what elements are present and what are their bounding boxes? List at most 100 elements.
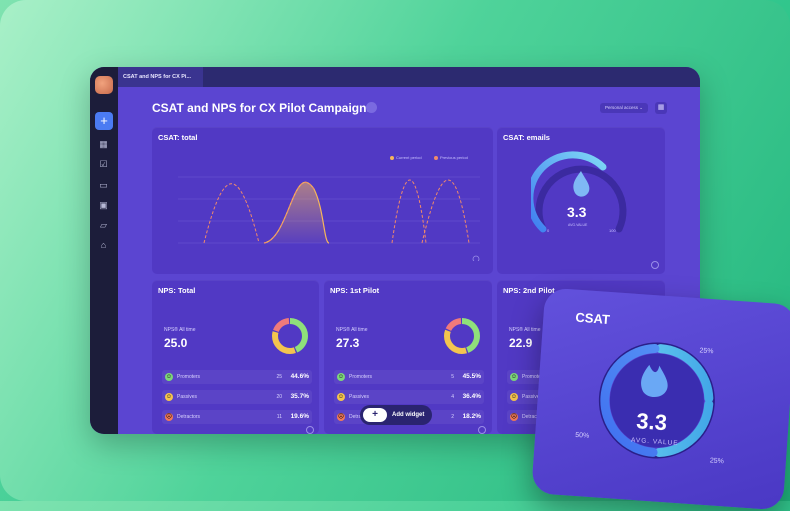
add-button[interactable]: + [95,112,113,130]
passive-face-icon: ☺ [165,393,173,401]
row-promoters: ☺ Promoters 25 44.6% [162,370,312,384]
gauge-fill [531,151,607,233]
row-pct: 19.6% [290,413,309,420]
promoter-face-icon: ☺ [165,373,173,381]
nps-card: NPS: 1st Pilot NPS® All time 27.3 ☺ Prom… [324,280,492,434]
csat-total-title: CSAT: total [158,133,198,142]
row-detractors: ☹ Detractors 11 19.6% [162,410,312,424]
legend-previous: Previous period [434,155,468,160]
trash-icon[interactable]: ⌂ [100,240,107,250]
nps-card-title: NPS: 1st Pilot [330,286,380,295]
float-csat-value: 3.3 [635,408,668,436]
row-label: Passives [522,394,543,400]
nps-label: NPS® All time [336,327,368,333]
row-label: Promoters [349,374,373,380]
gauge-min-label: 0 [547,228,550,233]
row-passives: ☺ Passives 4 36.4% [334,390,484,404]
legend-current-label: Current period [396,155,422,160]
nps-card-title: NPS: 2nd Pilot [503,286,555,295]
csat-emails-gauge [531,151,627,233]
chart-info-icon[interactable] [472,255,480,261]
page-title: CSAT and NPS for CX Pilot Campaigns [152,101,374,115]
emails-info-icon[interactable] [651,261,659,269]
csat-total-chart [178,176,480,261]
nps-donut [272,318,308,354]
flame-icon [573,171,590,197]
row-pct: 44.6% [290,373,309,380]
donut-passives [444,318,480,354]
row-count: 20 [276,394,282,400]
row-pct: 36.4% [462,393,481,400]
donut-passives [272,318,308,354]
csat-emails-card: CSAT: emails 3.3 AVG.VALUE 0 100 [497,127,665,274]
chart-gridlines [178,176,480,244]
nps-card-title: NPS: Total [158,286,196,295]
ring-segment-1 [600,344,714,458]
plus-icon: + [363,408,387,422]
float-csat-ring [598,342,715,459]
nps-value: 22.9 [509,336,533,350]
passive-face-icon: ☺ [510,393,518,401]
gauge-track [535,165,627,233]
row-count: 11 [276,414,282,420]
layout-grid-icon[interactable]: ▦ [655,102,667,114]
folder-icon[interactable]: ▱ [100,220,107,230]
legend-current: Current period [390,155,422,160]
row-pct: 18.2% [462,413,481,420]
checklist-icon[interactable]: ☑ [99,159,108,169]
legend-previous-label: Previous period [440,155,468,160]
access-dropdown[interactable]: Personal access ⌄ [600,103,648,113]
nps-info-icon[interactable] [306,426,314,434]
csat-emails-value: 3.3 [567,204,587,220]
csat-total-card: CSAT: total Current period Previous peri… [152,127,493,274]
detractor-face-icon: ☹ [165,413,173,421]
row-passives: ☺ Passives 20 35.7% [162,390,312,404]
row-count: 4 [451,394,454,400]
ring-segment-2 [600,344,714,458]
nps-donut [444,318,480,354]
ring-segment-3 [600,344,714,458]
nps-info-icon[interactable] [478,426,486,434]
csat-emails-title: CSAT: emails [503,133,550,142]
row-label: Detractors [522,414,546,420]
row-pct: 35.7% [290,393,309,400]
legend-previous-swatch [434,155,438,160]
add-widget-label: Add widget [392,412,425,418]
csat-floating-card: CSAT 3.3 AVG. VALUE 25% 25% 50% [531,287,790,511]
nps-value: 25.0 [164,336,188,350]
segment-label: 25% [699,347,714,356]
nps-label: NPS® All time [509,327,541,333]
row-count: 2 [451,414,454,420]
detractor-face-icon: ☹ [510,413,518,421]
title-settings-icon[interactable] [366,102,377,113]
gauge-max-label: 100 [609,228,616,233]
add-widget-button[interactable]: + Add widget [360,405,432,425]
row-label: Promoters [522,374,546,380]
segment-label: 25% [709,457,725,466]
tab-dashboard[interactable]: CSAT and NPS for CX Pi... [118,67,203,87]
nps-value: 27.3 [336,336,360,350]
book-icon[interactable]: ▭ [99,180,108,190]
row-label: Passives [177,394,198,400]
promoter-face-icon: ☺ [337,373,345,381]
detractor-face-icon: ☹ [337,413,345,421]
row-pct: 45.5% [462,373,481,380]
row-label: Promoters [177,374,201,380]
csat-emails-caption: AVG.VALUE [568,223,588,227]
nps-label: NPS® All time [164,327,196,333]
passive-face-icon: ☺ [337,393,345,401]
contact-icon[interactable]: ▣ [99,200,108,210]
donut-promoters [444,318,480,354]
series-previous-3 [391,179,427,244]
row-label: Detractors [177,414,201,420]
segment-label: 50% [575,431,590,440]
workspace-logo[interactable] [95,76,113,94]
series-previous-1 [203,183,260,244]
dashboard-icon[interactable]: ▦ [99,139,108,149]
row-count: 5 [451,374,454,380]
float-csat-title: CSAT [574,309,611,328]
app-window: + ▦ ☑ ▭ ▣ ▱ ⌂ CSAT and NPS for CX Pi... … [90,67,700,434]
legend-current-swatch [390,155,394,160]
tab-bar: CSAT and NPS for CX Pi... [118,67,700,87]
sidebar: + ▦ ☑ ▭ ▣ ▱ ⌂ [90,67,118,434]
